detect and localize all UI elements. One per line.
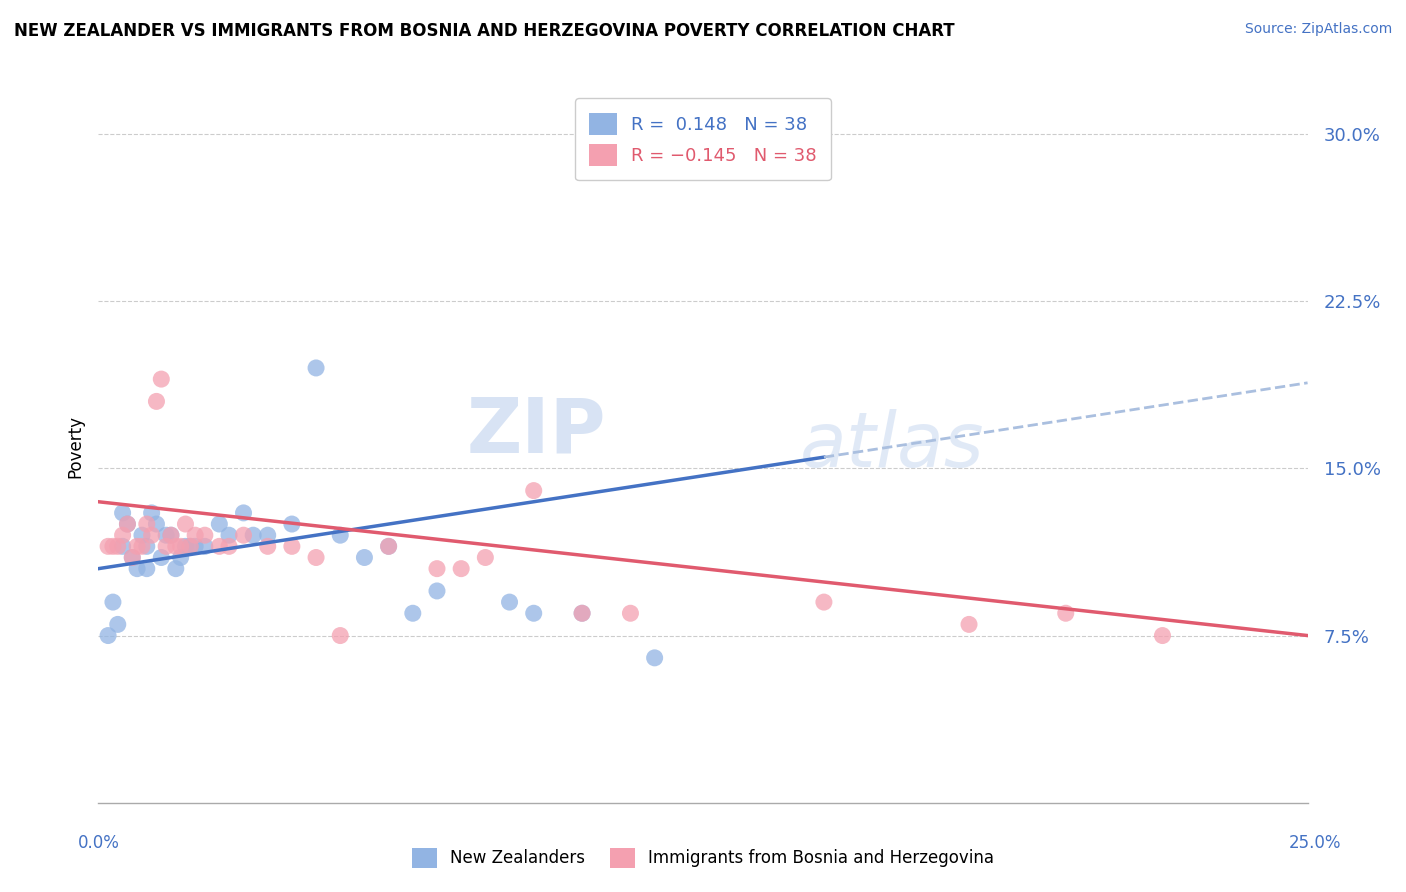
Point (1054, 607, 1077, 621)
Point (329, 528, 352, 542)
Point (377, 539, 399, 553)
Point (117, 517, 139, 532)
Point (232, 528, 254, 542)
Text: 0.0%: 0.0% (77, 834, 120, 852)
Point (145, 394, 167, 409)
Point (218, 528, 240, 542)
Text: 25.0%: 25.0% (1288, 834, 1341, 852)
Point (329, 628, 352, 642)
Point (523, 483, 546, 498)
Point (1152, 628, 1174, 642)
Point (169, 550, 191, 565)
Point (111, 539, 134, 553)
Point (353, 550, 375, 565)
Point (135, 517, 157, 532)
Point (644, 651, 666, 665)
Point (174, 539, 197, 553)
Legend: New Zealanders, Immigrants from Bosnia and Herzegovina: New Zealanders, Immigrants from Bosnia a… (405, 841, 1001, 875)
Point (141, 528, 163, 542)
Point (218, 539, 240, 553)
Text: ZIP: ZIP (467, 395, 606, 468)
Point (281, 517, 304, 532)
Point (150, 372, 173, 386)
Point (155, 528, 177, 542)
Point (194, 539, 217, 553)
Point (141, 506, 163, 520)
Point (179, 539, 201, 553)
Point (111, 506, 134, 520)
Point (426, 562, 449, 576)
Point (155, 539, 177, 553)
Point (131, 528, 153, 542)
Point (232, 506, 254, 520)
Point (121, 550, 143, 565)
Point (131, 539, 153, 553)
Point (242, 528, 264, 542)
Point (256, 539, 278, 553)
Point (571, 607, 593, 621)
Point (127, 562, 149, 576)
Point (111, 528, 134, 542)
Point (150, 550, 173, 565)
Point (281, 539, 304, 553)
Legend: R =  0.148   N = 38, R = −0.145   N = 38: R = 0.148 N = 38, R = −0.145 N = 38 (575, 98, 831, 180)
Text: NEW ZEALANDER VS IMMIGRANTS FROM BOSNIA AND HERZEGOVINA POVERTY CORRELATION CHAR: NEW ZEALANDER VS IMMIGRANTS FROM BOSNIA … (14, 22, 955, 40)
Point (813, 595, 835, 609)
Point (174, 517, 197, 532)
Point (184, 528, 207, 542)
Point (160, 528, 183, 542)
Point (135, 562, 157, 576)
Point (107, 539, 129, 553)
Point (165, 562, 187, 576)
Point (101, 595, 124, 609)
Text: atlas: atlas (800, 409, 984, 483)
Point (957, 617, 980, 632)
Point (208, 539, 231, 553)
Point (135, 539, 157, 553)
Point (426, 583, 449, 598)
Point (97, 628, 120, 642)
Point (127, 539, 149, 553)
Point (160, 528, 183, 542)
Point (619, 607, 641, 621)
Text: Source: ZipAtlas.com: Source: ZipAtlas.com (1244, 22, 1392, 37)
Point (256, 528, 278, 542)
Y-axis label: Poverty: Poverty (66, 415, 84, 477)
Point (305, 360, 328, 375)
Point (107, 617, 129, 632)
Point (194, 528, 217, 542)
Point (101, 539, 124, 553)
Point (179, 539, 201, 553)
Point (169, 539, 191, 553)
Point (377, 539, 399, 553)
Point (523, 607, 546, 621)
Point (498, 595, 520, 609)
Point (121, 550, 143, 565)
Point (474, 550, 496, 565)
Point (165, 539, 187, 553)
Point (305, 550, 328, 565)
Point (571, 607, 593, 621)
Point (208, 517, 231, 532)
Point (145, 517, 167, 532)
Point (117, 517, 139, 532)
Point (450, 562, 472, 576)
Point (402, 607, 425, 621)
Point (184, 539, 207, 553)
Point (97, 539, 120, 553)
